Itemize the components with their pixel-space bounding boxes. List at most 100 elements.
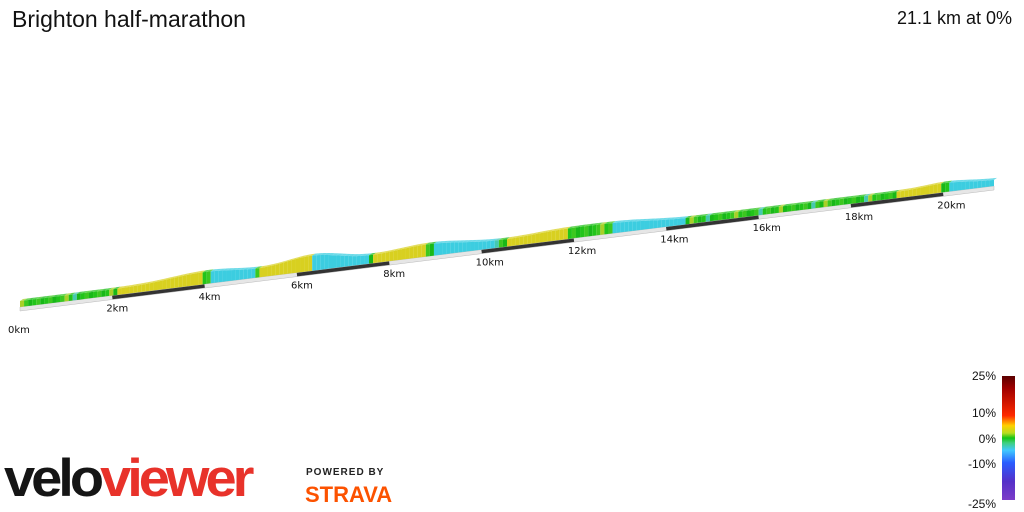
profile-segment: [344, 255, 349, 267]
veloviewer-logo[interactable]: veloviewer: [4, 447, 254, 508]
profile-segment: [283, 261, 288, 275]
profile-segment-top: [531, 232, 539, 235]
profile-segment: [632, 221, 637, 231]
profile-segment: [409, 246, 414, 259]
profile-segment-top: [206, 269, 214, 272]
profile-segment: [815, 201, 820, 209]
profile-segment: [774, 206, 779, 214]
profile-segment-top: [515, 235, 523, 238]
profile-segment: [535, 233, 540, 243]
profile-segment-top: [72, 291, 80, 295]
profile-segment: [502, 239, 507, 248]
profile-segment-top: [401, 246, 409, 250]
profile-segment: [697, 216, 702, 223]
profile-segment: [133, 285, 138, 293]
profile-segment-top: [795, 202, 803, 205]
profile-segment: [787, 205, 792, 212]
km-marker-stripe: [481, 238, 575, 254]
profile-segment-top: [36, 296, 44, 299]
profile-segment: [113, 288, 118, 296]
profile-segment: [628, 221, 633, 232]
profile-segment: [125, 286, 130, 294]
profile-segment: [235, 269, 240, 281]
profile-segment: [929, 185, 934, 195]
profile-segment: [888, 192, 893, 200]
profile-segment-top: [300, 254, 308, 258]
profile-segment-top: [799, 201, 807, 205]
profile-segment-top: [551, 228, 559, 232]
profile-segment-top: [754, 207, 762, 210]
profile-segment-top: [791, 202, 799, 206]
profile-segment-top: [596, 222, 604, 225]
profile-segment-top: [498, 237, 506, 241]
profile-segment: [97, 290, 102, 298]
profile-segment-top: [904, 187, 912, 191]
profile-segment: [28, 299, 33, 306]
profile-segment-top: [381, 250, 389, 254]
profile-segment-top: [259, 265, 267, 269]
profile-segment-top: [20, 298, 28, 301]
profile-segment: [937, 183, 942, 194]
profile-segment-top: [271, 262, 279, 266]
strava-logo[interactable]: STRAVA: [305, 482, 393, 507]
profile-segment-top: [815, 199, 823, 203]
profile-segment-top: [888, 190, 896, 194]
profile-segment: [551, 230, 556, 241]
distance-label: 4km: [199, 292, 221, 303]
profile-segment-top: [896, 189, 904, 192]
profile-segment-top: [612, 220, 620, 224]
profile-segment-top: [718, 211, 726, 215]
profile-segment: [433, 243, 439, 256]
profile-segment-top: [819, 199, 827, 202]
profile-segment-top: [101, 288, 109, 291]
profile-segment-top: [32, 296, 40, 300]
profile-segment: [324, 254, 329, 270]
profile-segment-top: [186, 272, 194, 276]
profile-segment-top: [916, 185, 924, 189]
profile-segment: [596, 224, 601, 236]
legend-label-minus25: -25%: [967, 497, 996, 511]
profile-segment: [117, 288, 122, 295]
profile-segment-top: [251, 266, 259, 270]
profile-segment-top: [80, 290, 88, 294]
profile-segment: [20, 300, 25, 307]
profile-segment-top: [713, 212, 722, 215]
profile-segment-top: [697, 214, 705, 217]
profile-segment-top: [369, 252, 377, 256]
profile-segment: [507, 238, 512, 247]
profile-segment-top: [872, 192, 880, 196]
profile-segment: [567, 227, 572, 239]
profile-segment-top: [320, 252, 328, 256]
profile-segment-top: [153, 279, 161, 283]
profile-segment-top: [425, 242, 433, 245]
profile-segment: [811, 202, 816, 209]
profile-segment: [421, 244, 426, 258]
profile-segment-top: [965, 179, 973, 182]
profile-segment: [965, 181, 970, 190]
profile-segment: [693, 216, 698, 224]
profile-segment-top: [279, 260, 287, 264]
profile-segment: [486, 240, 491, 250]
profile-segment: [498, 239, 503, 248]
profile-segment: [649, 220, 654, 229]
profile-segment: [661, 219, 666, 228]
profile-segment: [259, 267, 264, 278]
profile-segment-top: [831, 197, 839, 201]
profile-segment-top: [774, 204, 782, 208]
profile-segment: [860, 196, 865, 203]
profile-segment: [580, 226, 585, 238]
profile-segment-top: [239, 267, 247, 270]
profile-segment-top: [166, 276, 174, 280]
profile-segment-top: [267, 263, 275, 267]
profile-segment: [308, 255, 313, 272]
profile-segment: [847, 197, 852, 205]
km-marker-stripe: [296, 261, 390, 277]
profile-segment: [166, 278, 171, 289]
profile-segment: [157, 280, 163, 290]
profile-segment-top: [360, 253, 368, 256]
profile-segment-top: [421, 242, 429, 246]
profile-segment-top: [892, 189, 900, 193]
profile-segment: [178, 276, 183, 288]
profile-segment: [48, 296, 53, 304]
profile-segment-top: [588, 223, 596, 226]
